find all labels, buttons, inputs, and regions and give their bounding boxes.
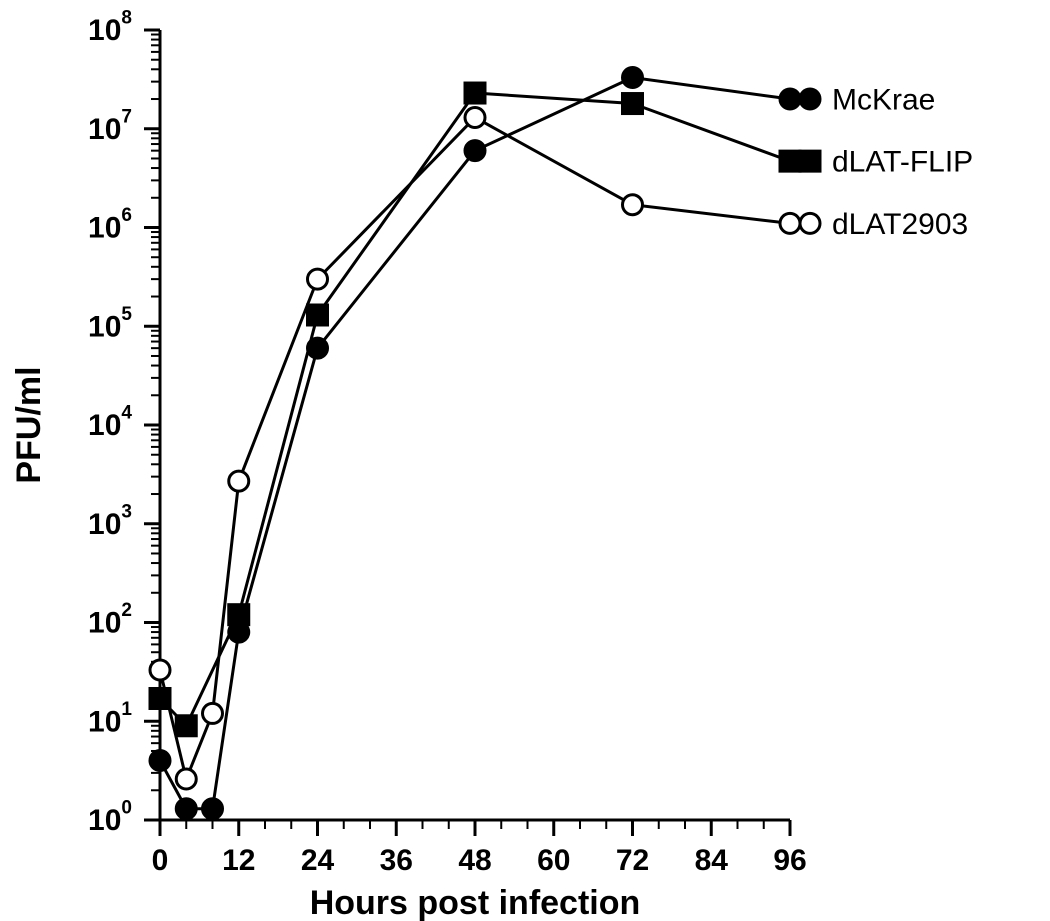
y-axis-label: PFU/ml	[10, 366, 48, 483]
marker-McKrae	[203, 799, 223, 819]
legend-marker-dLAT-FLIP	[800, 151, 820, 171]
x-tick-label: 84	[695, 844, 729, 877]
x-tick-label: 60	[537, 844, 570, 877]
x-axis-label: Hours post infection	[310, 884, 641, 921]
x-tick-label: 12	[222, 844, 255, 877]
legend-marker-dLAT2903	[800, 213, 820, 233]
x-tick-label: 0	[152, 844, 169, 877]
x-tick-label: 48	[458, 844, 491, 877]
marker-dLAT-FLIP	[150, 688, 170, 708]
x-tick-label: 96	[773, 844, 806, 877]
marker-dLAT2903	[623, 195, 643, 215]
marker-dLAT2903	[780, 213, 800, 233]
marker-McKrae	[465, 141, 485, 161]
marker-McKrae	[623, 68, 643, 88]
x-tick-label: 24	[301, 844, 335, 877]
marker-dLAT2903	[150, 660, 170, 680]
pfu-chart: 1001011021031041051061071080122436486072…	[0, 0, 1050, 921]
marker-dLAT2903	[203, 703, 223, 723]
marker-dLAT-FLIP	[308, 305, 328, 325]
marker-dLAT2903	[465, 107, 485, 127]
legend-label-dLAT2903: dLAT2903	[832, 208, 968, 241]
marker-McKrae	[780, 89, 800, 109]
marker-McKrae	[150, 751, 170, 771]
legend-marker-McKrae	[800, 89, 820, 109]
marker-McKrae	[176, 799, 196, 819]
marker-dLAT2903	[176, 769, 196, 789]
chart-container: 1001011021031041051061071080122436486072…	[0, 0, 1050, 921]
x-tick-label: 36	[380, 844, 413, 877]
marker-dLAT-FLIP	[465, 83, 485, 103]
legend-label-dLAT-FLIP: dLAT-FLIP	[832, 146, 973, 179]
marker-dLAT-FLIP	[780, 151, 800, 171]
x-tick-label: 72	[616, 844, 649, 877]
marker-dLAT-FLIP	[176, 716, 196, 736]
marker-dLAT-FLIP	[623, 94, 643, 114]
marker-dLAT2903	[229, 471, 249, 491]
marker-McKrae	[308, 338, 328, 358]
legend-label-McKrae: McKrae	[832, 84, 935, 117]
marker-McKrae	[229, 622, 249, 642]
marker-dLAT2903	[308, 269, 328, 289]
